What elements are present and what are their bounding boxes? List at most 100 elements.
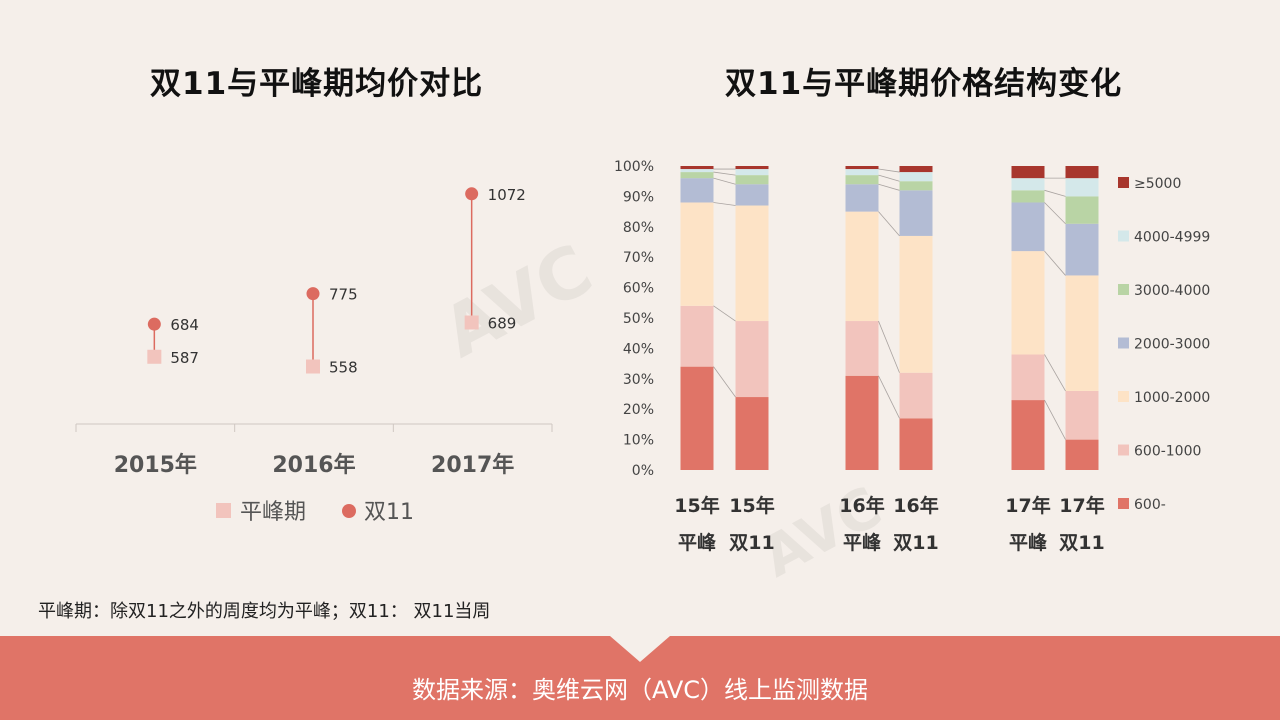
series-connector-line [878,375,900,419]
y-tick-label: 70% [623,250,654,266]
x-tick-label-year: 17年 [1005,494,1050,517]
x-tick-label-period: 平峰 [843,531,882,554]
x-tick-label-period: 双11 [729,532,774,554]
double11-marker [147,317,161,331]
series-connector-line [1044,354,1066,392]
legend-label: 3000-4000 [1134,283,1210,299]
legend-swatch [1118,177,1129,188]
stacked-bar-segment [899,372,933,419]
stacked-bar-segment [845,175,879,185]
stacked-bar-segment [1065,223,1099,276]
stacked-bar-segment [899,172,933,182]
double11-data-label: 775 [329,286,358,304]
y-tick-label: 90% [623,189,654,205]
stacked-bar-segment [845,321,879,376]
offpeak-marker [147,349,162,364]
stacked-bar-segment [680,172,714,179]
stacked-bar-segment [899,181,933,191]
y-tick-label: 10% [623,433,654,449]
series-connector-line [1044,399,1066,440]
stacked-bar-segment [1011,400,1045,470]
stacked-bar-segment [1011,354,1045,401]
series-connector-line [713,366,736,398]
x-tick-label: 2015年 [114,452,197,478]
data-source: 数据来源：奥维云网（AVC）线上监测数据 [411,676,869,704]
x-tick-label-period: 平峰 [1009,531,1048,554]
stacked-bar-segment [1011,251,1045,355]
stacked-bar-segment [735,205,769,322]
right-chart-title: 双11与平峰期价格结构变化 [725,66,1123,102]
stacked-bar-segment [1011,166,1045,179]
series-connector-line [878,183,900,191]
double11-data-label: 684 [170,316,199,334]
stacked-bar-segment [680,202,714,306]
series-connector-line [878,174,900,182]
stacked-bar-segment [1065,439,1099,470]
stacked-bar-segment [1065,390,1099,440]
series-connector-line [713,171,736,176]
x-tick-label-year: 16年 [839,494,884,517]
legend-label: 600- [1134,497,1166,513]
stacked-bar-segment [735,321,769,398]
series-connector-line [1044,202,1066,225]
stacked-bar-segment [845,211,879,322]
stacked-bar-segment [899,166,933,173]
stacked-bar-segment [735,184,769,206]
series-connector-line [713,177,736,185]
y-tick-label: 80% [623,220,654,236]
y-tick-label: 20% [623,402,654,418]
legend-swatch [1118,230,1129,242]
legend-label: 1000-2000 [1134,390,1210,406]
offpeak-data-label: 558 [329,359,358,377]
footer-notch [610,636,670,662]
x-tick-label-period: 双11 [893,532,938,554]
stacked-bar-segment [735,175,769,185]
offpeak-marker [464,315,479,330]
legend-label: ≥5000 [1134,176,1181,192]
stacked-bar-segment [845,169,879,176]
left-chart-title: 双11与平峰期均价对比 [150,66,484,102]
stacked-bar-segment [845,184,879,212]
stacked-bar-segment [845,375,879,470]
double11-marker [465,187,479,201]
y-tick-label: 50% [623,311,654,327]
x-tick-label-year: 17年 [1059,494,1104,517]
stacked-bar-segment [899,418,933,470]
offpeak-data-label: 689 [488,314,517,332]
legend-offpeak-label: 平峰期 [240,500,306,525]
stacked-bar-segment [1065,178,1099,197]
price-comparison-chart: 2015年 2016年 2017年 587 684 558 775 689 1072 平峰期 双… [75,186,553,525]
stacked-bar-segment [1065,275,1099,391]
legend-double11-label: 双11 [364,500,414,525]
series-connector-line [1044,250,1066,276]
stacked-bar-segment [680,178,714,203]
series-connector-line [713,305,736,322]
stacked-bar-segment [899,235,933,373]
legend-swatch [1118,498,1129,509]
legend-offpeak-swatch [216,503,231,518]
stacked-bar-segment [1011,202,1045,252]
legend-label: 2000-3000 [1134,337,1210,353]
offpeak-data-label: 587 [170,349,199,367]
y-tick-label: 30% [623,372,654,388]
stacked-bar-segment [845,166,879,170]
stacked-bar-segment [899,190,933,236]
offpeak-marker [306,359,320,374]
footnote: 平峰期：除双11之外的周度均为平峰；双11： 双11当周 [38,601,491,622]
x-tick-label-year: 15年 [729,494,774,517]
y-tick-label: 60% [623,281,654,297]
legend-swatch [1118,284,1129,295]
stacked-bar-segment [680,169,714,173]
legend-swatch [1118,444,1129,456]
legend-swatch [1118,337,1129,349]
stacked-bar-segment [735,166,769,170]
legend-double11-swatch [342,504,356,518]
stacked-bar-segment [1065,166,1099,179]
x-tick-label-period: 双11 [1059,532,1104,554]
x-tick-label-year: 16年 [893,494,938,517]
stacked-bar-segment [1011,178,1045,191]
series-connector-line [1044,189,1066,197]
x-tick-label-period: 平峰 [678,531,717,554]
legend-swatch [1118,391,1129,402]
